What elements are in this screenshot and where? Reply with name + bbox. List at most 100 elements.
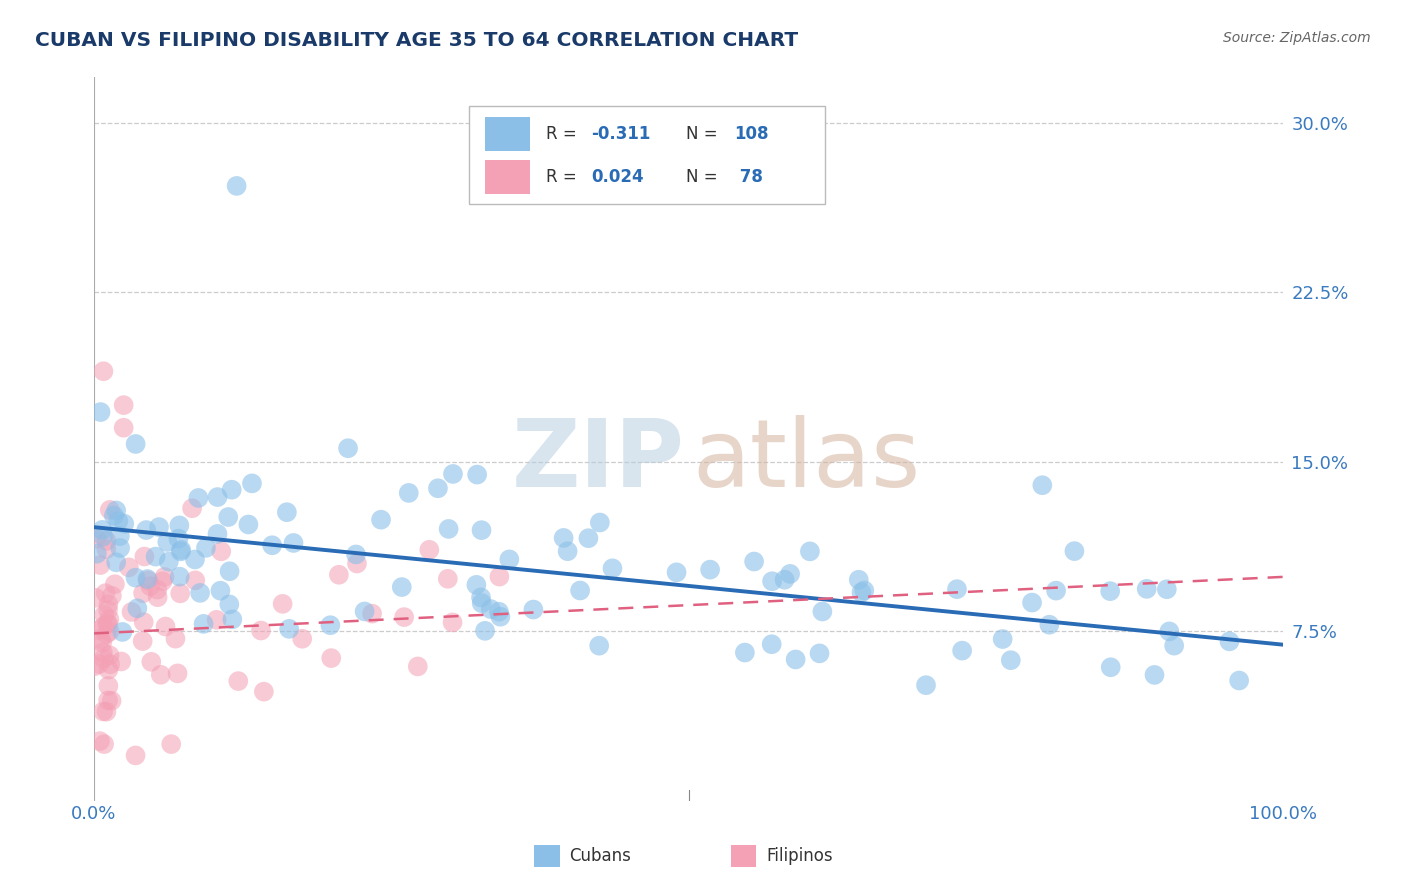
Point <box>437 522 460 536</box>
Point <box>98 612 121 626</box>
Point <box>93 737 115 751</box>
Point <box>169 586 191 600</box>
Point <box>96 533 118 548</box>
Point <box>1156 582 1178 597</box>
Point <box>97 597 120 611</box>
Point <box>1159 624 1181 639</box>
Point <box>83 659 105 673</box>
Point <box>848 573 870 587</box>
Point <box>471 596 494 610</box>
Text: -0.311: -0.311 <box>591 125 651 143</box>
Point <box>465 467 488 482</box>
Text: 78: 78 <box>734 168 762 186</box>
Point <box>98 648 121 663</box>
Point <box>146 582 169 597</box>
Point <box>155 619 177 633</box>
Point <box>489 609 512 624</box>
Point <box>1000 653 1022 667</box>
Point <box>946 582 969 596</box>
Point <box>470 523 492 537</box>
FancyBboxPatch shape <box>468 106 825 204</box>
Point <box>127 601 149 615</box>
Point <box>91 523 114 537</box>
Point <box>167 532 190 546</box>
Point <box>589 516 612 530</box>
Point <box>479 602 502 616</box>
Text: 0.024: 0.024 <box>591 168 644 186</box>
Point <box>588 639 610 653</box>
Point <box>808 646 831 660</box>
Point <box>262 538 284 552</box>
Point <box>91 620 114 634</box>
Point <box>418 542 440 557</box>
Point <box>742 555 765 569</box>
Bar <box>485 160 530 194</box>
Text: Filipinos: Filipinos <box>766 847 832 865</box>
Point <box>761 637 783 651</box>
Point <box>799 544 821 558</box>
Point <box>217 510 239 524</box>
Point <box>811 605 834 619</box>
Point <box>361 607 384 621</box>
Point <box>851 585 873 599</box>
Point <box>146 590 169 604</box>
Point <box>276 505 298 519</box>
Point <box>97 679 120 693</box>
Point <box>91 645 114 659</box>
Point <box>207 490 229 504</box>
Point <box>118 560 141 574</box>
Point <box>238 517 260 532</box>
Point <box>1143 668 1166 682</box>
Text: Source: ZipAtlas.com: Source: ZipAtlas.com <box>1223 31 1371 45</box>
Point <box>107 514 129 528</box>
Point <box>112 398 135 412</box>
Point <box>207 527 229 541</box>
Text: 108: 108 <box>734 125 768 143</box>
Point <box>218 564 240 578</box>
Point <box>1045 583 1067 598</box>
Point <box>93 651 115 665</box>
Point <box>90 632 112 647</box>
Point <box>1031 478 1053 492</box>
Point <box>149 667 172 681</box>
Point <box>498 552 520 566</box>
Point <box>86 547 108 561</box>
Point <box>553 531 575 545</box>
Point <box>209 544 232 558</box>
Point <box>346 557 368 571</box>
Point <box>112 421 135 435</box>
Point <box>187 491 209 505</box>
Point <box>426 481 449 495</box>
Point <box>209 583 232 598</box>
Point <box>283 536 305 550</box>
Point <box>101 589 124 603</box>
Text: ZIP: ZIP <box>512 415 685 507</box>
Point <box>785 652 807 666</box>
Point <box>773 573 796 587</box>
Point <box>406 659 429 673</box>
Point <box>522 602 544 616</box>
Point <box>103 508 125 523</box>
Point <box>391 580 413 594</box>
Point <box>96 705 118 719</box>
Point <box>131 634 153 648</box>
Point <box>169 518 191 533</box>
Point <box>104 577 127 591</box>
Point <box>110 655 132 669</box>
Point <box>153 570 176 584</box>
Point <box>398 486 420 500</box>
Point <box>465 578 488 592</box>
Point <box>699 563 721 577</box>
Point <box>253 684 276 698</box>
Point <box>98 624 121 639</box>
Point <box>436 572 458 586</box>
Point <box>108 541 131 555</box>
Point <box>96 542 118 557</box>
Point <box>160 737 183 751</box>
Point <box>205 613 228 627</box>
Point <box>184 574 207 588</box>
Point <box>112 516 135 531</box>
Point <box>218 598 240 612</box>
Point <box>225 178 247 193</box>
Point <box>97 663 120 677</box>
